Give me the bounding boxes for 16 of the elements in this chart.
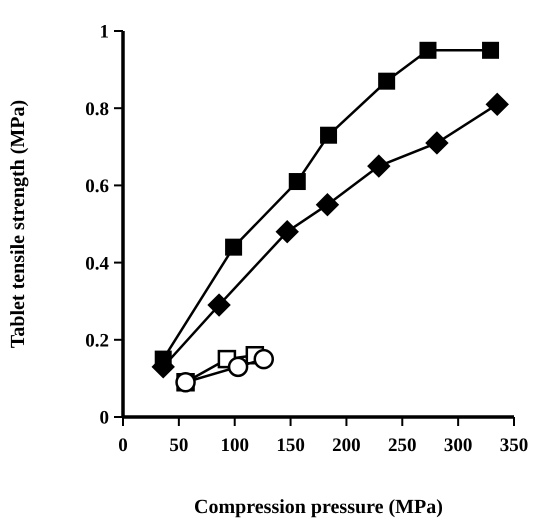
x-tick-label: 150 <box>276 435 305 456</box>
x-axis-title: Compression pressure (MPa) <box>194 496 443 518</box>
x-tick-label: 100 <box>220 435 249 456</box>
y-tick-label: 0.4 <box>85 253 110 274</box>
x-tick-label: 300 <box>444 435 472 456</box>
y-axis-title: Tablet tensile strength (MPa) <box>7 100 29 348</box>
x-tick-label: 250 <box>388 435 417 456</box>
y-tick-label: 0.2 <box>85 330 109 352</box>
x-tick-label: 200 <box>332 435 361 456</box>
x-tick-label: 0 <box>118 435 128 456</box>
x-tick-label: 50 <box>169 435 188 456</box>
y-tick-label: 0.6 <box>85 176 109 198</box>
y-tick-label: 0.8 <box>85 98 109 120</box>
x-tick-label: 350 <box>500 435 528 456</box>
y-tick-label: 0 <box>100 408 109 429</box>
y-tick-label: 1 <box>100 22 109 43</box>
